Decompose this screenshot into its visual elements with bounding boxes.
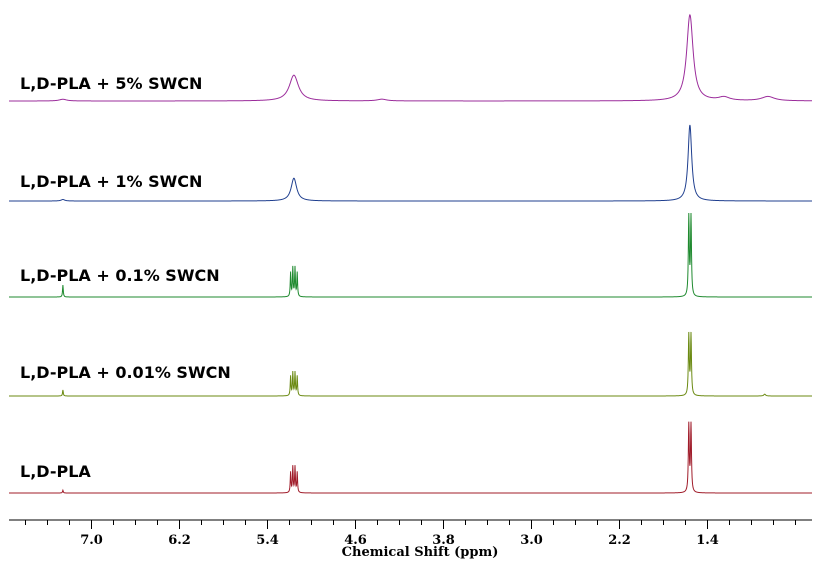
series-label-2: L,D-PLA + 1% SWCN xyxy=(20,172,202,191)
series-label-4: L,D-PLA + 0.01% SWCN xyxy=(20,363,231,382)
spectrum-line-4 xyxy=(9,331,812,397)
x-tick-label: 5.4 xyxy=(256,533,279,548)
spectrum-line-5 xyxy=(9,421,812,494)
x-tick-label: 4.6 xyxy=(344,533,367,548)
x-tick-label: 2.2 xyxy=(608,533,631,548)
x-tick-label: 3.8 xyxy=(432,533,455,548)
series-label-3: L,D-PLA + 0.1% SWCN xyxy=(20,266,220,285)
x-axis-ticks: 7.0 6.2 5.4 4.6 3.8 3.0 2.2 1.4 xyxy=(25,520,796,548)
series-label-5: L,D-PLA xyxy=(20,462,91,481)
series-label-1: L,D-PLA + 5% SWCN xyxy=(20,74,202,93)
x-axis: 7.0 6.2 5.4 4.6 3.8 3.0 2.2 1.4 Chemical Shift … xyxy=(9,519,812,560)
x-tick-label: 7.0 xyxy=(80,533,103,548)
spectra-layer xyxy=(9,13,812,494)
x-tick-label: 1.4 xyxy=(696,533,719,548)
x-axis-title: Chemical Shift (ppm) xyxy=(342,545,499,560)
spectrum-line-2 xyxy=(9,124,812,202)
x-tick-label: 6.2 xyxy=(168,533,191,548)
series-labels: L,D-PLA + 5% SWCN L,D-PLA + 1% SWCN L,D-PL… xyxy=(20,74,231,481)
x-tick-label: 3.0 xyxy=(520,533,543,548)
spectrum-line-3 xyxy=(9,212,812,298)
spectrum-line-1 xyxy=(9,13,812,102)
